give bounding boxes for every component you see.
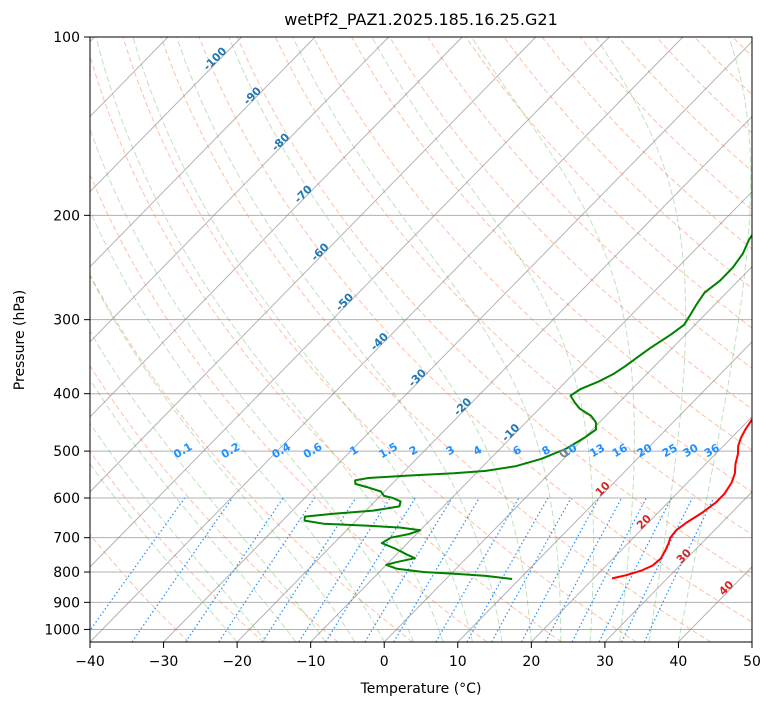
plot-frame	[89, 36, 753, 643]
moist-adiabat	[90, 422, 267, 642]
mixing-ratio-line	[598, 497, 673, 642]
moist-adiabat	[595, 37, 687, 642]
y-tick-label: 300	[53, 313, 80, 329]
y-axis-label: Pressure (hPa)	[12, 290, 28, 390]
dry-adiabat	[503, 37, 752, 289]
mixing-ratio-line	[571, 497, 647, 642]
dry-adiabat	[160, 37, 712, 642]
x-axis-label: Temperature (°C)	[360, 681, 482, 697]
mixing-ratio-line	[185, 497, 284, 642]
moist-adiabat	[132, 37, 473, 642]
moist-adiabat	[292, 37, 562, 642]
dry-adiabat	[198, 37, 752, 623]
isotherm	[90, 37, 316, 268]
mixing-ratio-line	[90, 497, 186, 632]
y-tick-label: 1000	[44, 622, 80, 638]
mixing-ratio-line	[325, 497, 416, 642]
y-tick-label: 200	[53, 208, 80, 224]
isotherm	[236, 115, 752, 642]
x-tick-label: −20	[222, 654, 252, 670]
dry-adiabat	[312, 37, 752, 493]
y-tick-label: 800	[53, 565, 80, 581]
isotherm	[457, 341, 752, 642]
isotherm	[90, 37, 463, 418]
dry-adiabat	[465, 37, 752, 329]
dry-adiabat	[236, 37, 752, 579]
isotherm	[751, 641, 752, 642]
y-tick-label: 900	[53, 595, 80, 611]
dry-adiabat	[90, 273, 413, 642]
isotherms	[90, 37, 752, 642]
moist-adiabat	[176, 37, 503, 642]
isotherm	[310, 190, 752, 642]
mixing-ratio-lines	[90, 497, 715, 642]
isotherm	[90, 37, 610, 568]
dry-adiabat	[351, 37, 752, 451]
y-axis: 100 200 300 400 500 600 700 800 900 1000	[44, 30, 90, 638]
dry-adiabat	[771, 37, 775, 642]
x-axis: −40 −30 −20 −10 0 10 20 30 40 50	[75, 642, 761, 670]
x-tick-label: 0	[380, 654, 389, 670]
isotherm	[163, 40, 752, 642]
moist-adiabat	[371, 37, 594, 642]
x-tick-label: 40	[670, 654, 688, 670]
x-tick-label: −10	[296, 654, 326, 670]
moist-adiabat	[90, 330, 326, 642]
isotherm	[604, 491, 752, 642]
y-tick-label: 700	[53, 531, 80, 547]
moist-adiabat	[90, 274, 356, 642]
plot-area	[90, 37, 752, 642]
mixing-ratio-line	[643, 497, 715, 642]
isotherm	[90, 37, 390, 343]
dry-adiabat	[90, 364, 339, 642]
x-tick-label: 30	[596, 654, 614, 670]
moist-adiabat	[90, 463, 238, 642]
y-tick-label: 500	[53, 444, 80, 460]
mixing-ratio-line	[393, 497, 480, 642]
grid	[90, 37, 752, 630]
moist-adiabat	[228, 37, 532, 642]
profile-line	[303, 233, 752, 580]
moist-adiabat	[677, 37, 752, 642]
mixing-ratio-line	[621, 497, 693, 642]
moist-adiabat	[95, 37, 444, 642]
mixing-ratio-line	[520, 497, 600, 642]
x-tick-label: −40	[75, 654, 105, 670]
dry-adiabat	[389, 37, 752, 410]
isotherm	[530, 416, 752, 642]
y-tick-label: 100	[53, 30, 80, 46]
profiles	[303, 233, 752, 580]
isotherm	[90, 37, 684, 642]
moist-adiabat	[90, 378, 297, 642]
chart-title: wetPf2_PAZ1.2025.185.16.25.G21	[284, 10, 558, 30]
isotherm	[90, 37, 242, 193]
x-tick-label: 50	[743, 654, 761, 670]
dry-adiabat	[122, 37, 637, 642]
moist-adiabat	[90, 209, 385, 642]
x-tick-label: 10	[449, 654, 467, 670]
isotherm	[383, 265, 752, 642]
x-tick-label: −30	[149, 654, 179, 670]
moist-adiabat	[471, 37, 635, 642]
mixing-ratio-line	[364, 497, 453, 642]
profile-line	[611, 417, 752, 580]
y-tick-label: 400	[53, 387, 80, 403]
isotherm	[90, 37, 537, 493]
y-tick-label: 600	[53, 491, 80, 507]
x-tick-label: 20	[522, 654, 540, 670]
dry-adiabat	[90, 533, 190, 642]
mixing-ratio-line	[545, 497, 623, 642]
mixing-ratio-line	[298, 497, 391, 642]
mixing-ratio-line	[218, 497, 315, 642]
